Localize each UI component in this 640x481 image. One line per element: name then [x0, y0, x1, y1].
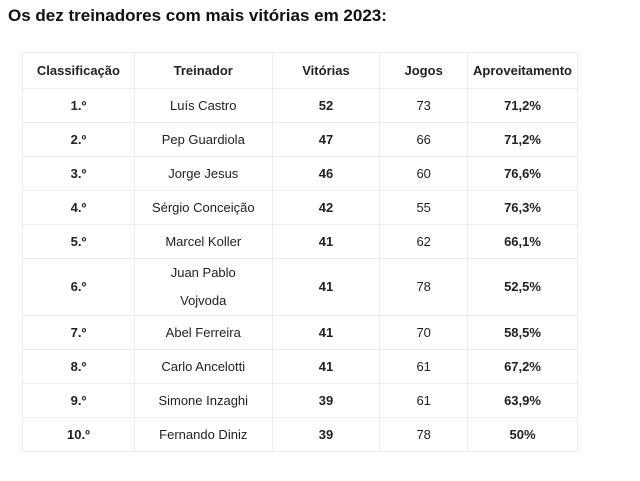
coach-name: Carlo Ancelotti: [161, 358, 246, 374]
table-row: 5.º Marcel Koller 41 62 66,1%: [22, 224, 578, 259]
table-cell: 9.º: [22, 383, 135, 418]
table-cell: 71,2%: [467, 122, 578, 157]
ranking-table: Classificação Treinador Vitórias Jogos Aprov…: [22, 52, 578, 452]
column-header: Jogos: [379, 52, 469, 89]
table-cell: 10.º: [22, 417, 135, 452]
coach-name: Jorge Jesus: [168, 165, 239, 181]
table-row: 7.º Abel Ferreira 41 70 58,5%: [22, 315, 578, 350]
table-row: 1.º Luís Castro 52 73 71,2%: [22, 88, 578, 123]
table-cell: 63,9%: [467, 383, 578, 418]
table-cell: 55: [379, 190, 469, 225]
table-cell: 41: [271, 224, 381, 259]
table-cell: 76,6%: [467, 156, 578, 191]
table-cell: 61: [379, 383, 469, 418]
table-cell: Juan Pablo Vojvoda: [133, 258, 273, 316]
table-cell: Jorge Jesus: [133, 156, 273, 191]
table-cell: 42: [271, 190, 381, 225]
coach-name: Marcel Koller: [165, 233, 242, 249]
table-cell: 61: [379, 349, 469, 384]
table-cell: 78: [379, 258, 469, 316]
table-cell: 7.º: [22, 315, 135, 350]
table-cell: 41: [271, 315, 381, 350]
table-cell: 62: [379, 224, 469, 259]
table-cell: 1.º: [22, 88, 135, 123]
table-cell: 60: [379, 156, 469, 191]
table-cell: 66: [379, 122, 469, 157]
table-cell: Abel Ferreira: [133, 315, 273, 350]
coach-name: Juan Pablo Vojvoda: [170, 265, 236, 308]
table-row: 2.º Pep Guardiola 47 66 71,2%: [22, 122, 578, 157]
table-head: Classificação Treinador Vitórias Jogos Aprov…: [22, 52, 578, 89]
table-cell: 58,5%: [467, 315, 578, 350]
table-cell: Carlo Ancelotti: [133, 349, 273, 384]
table-row: 8.º Carlo Ancelotti 41 61 67,2%: [22, 349, 578, 384]
table-cell: Marcel Koller: [133, 224, 273, 259]
table-cell: 6.º: [22, 258, 135, 316]
table-cell: 52,5%: [467, 258, 578, 316]
table-cell: 47: [271, 122, 381, 157]
coach-name: Pep Guardiola: [161, 131, 245, 147]
table-cell: 67,2%: [467, 349, 578, 384]
table-cell: 46: [271, 156, 381, 191]
table-cell: 2.º: [22, 122, 135, 157]
column-header: Aproveitamento: [467, 52, 578, 89]
table-cell: Simone Inzaghi: [133, 383, 273, 418]
table-row: 6.º Juan Pablo Vojvoda 41 78 52,5%: [22, 258, 578, 316]
coach-name: Abel Ferreira: [165, 324, 241, 340]
table-cell: 71,2%: [467, 88, 578, 123]
column-header: Treinador: [133, 52, 273, 89]
table-cell: 73: [379, 88, 469, 123]
table-cell: 8.º: [22, 349, 135, 384]
table-row: 4.º Sérgio Conceição 42 55 76,3%: [22, 190, 578, 225]
table-cell: 41: [271, 349, 381, 384]
coach-name: Fernando Diniz: [159, 426, 248, 442]
title: Os dez treinadores com mais vitórias em …: [8, 6, 387, 25]
header-row: Classificação Treinador Vitórias Jogos Aprov…: [22, 52, 578, 89]
table-cell: 78: [379, 417, 469, 452]
table-cell: 66,1%: [467, 224, 578, 259]
table-cell: 70: [379, 315, 469, 350]
table-cell: 41: [271, 258, 381, 316]
coach-name: Sérgio Conceição: [151, 199, 255, 215]
table-cell: Sérgio Conceição: [133, 190, 273, 225]
table-row: 9.º Simone Inzaghi 39 61 63,9%: [22, 383, 578, 418]
table-cell: Luís Castro: [133, 88, 273, 123]
table-cell: 76,3%: [467, 190, 578, 225]
table-cell: Pep Guardiola: [133, 122, 273, 157]
table-cell: 39: [271, 417, 381, 452]
table-cell: Fernando Diniz: [133, 417, 273, 452]
table-row: 3.º Jorge Jesus 46 60 76,6%: [22, 156, 578, 191]
coach-name: Luís Castro: [170, 97, 237, 113]
table-row: 10.º Fernando Diniz 39 78 50%: [22, 417, 578, 452]
table-cell: 52: [271, 88, 381, 123]
table-cell: 50%: [467, 417, 578, 452]
coach-name: Simone Inzaghi: [158, 392, 249, 408]
table-body: 1.º Luís Castro 52 73 71,2% 2.º Pep Guardiola 4…: [22, 88, 578, 452]
column-header: Classificação: [22, 52, 135, 89]
table-cell: 5.º: [22, 224, 135, 259]
table-cell: 4.º: [22, 190, 135, 225]
column-header: Vitórias: [271, 52, 381, 89]
table-cell: 39: [271, 383, 381, 418]
table-cell: 3.º: [22, 156, 135, 191]
